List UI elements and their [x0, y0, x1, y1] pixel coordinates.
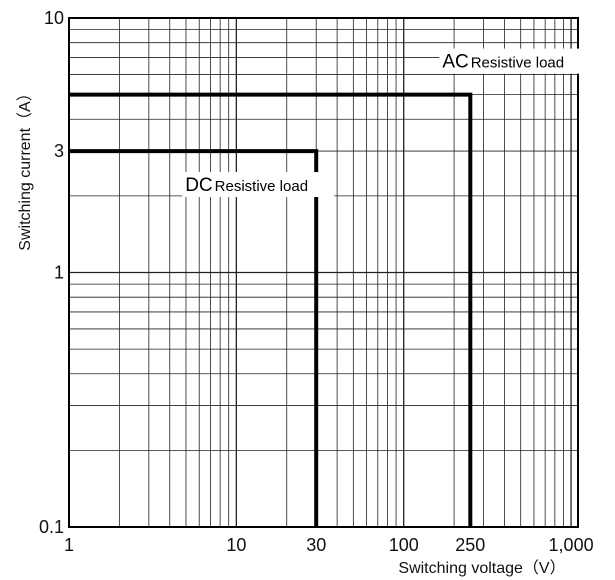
y-tick-label: 1: [54, 263, 64, 283]
x-tick-label: 1,000: [549, 535, 594, 555]
x-axis-title: Switching voltage（V）: [398, 559, 565, 577]
series-lines: [69, 92, 473, 527]
x-tick-label: 250: [455, 535, 485, 555]
plot-frame: [68, 17, 579, 528]
annotation-ac: AC Resistive load: [442, 52, 564, 73]
series-line-dc: [69, 149, 319, 527]
annotation-prefix: DC: [185, 175, 212, 196]
annotation-dc: DC Resistive load: [185, 175, 308, 196]
annotation-label: Resistive load: [215, 178, 308, 195]
annotation-label: Resistive load: [471, 55, 564, 72]
annotation-prefix: AC: [442, 52, 468, 73]
annotation-background: [439, 48, 595, 74]
x-tick-label: 10: [226, 535, 246, 555]
series-line-ac: [69, 92, 473, 527]
y-tick-label: 10: [44, 8, 64, 28]
x-tick-label: 1: [64, 535, 74, 555]
x-tick-label: 100: [389, 535, 419, 555]
annotation-background: [182, 172, 335, 198]
grid-lines: [69, 18, 578, 527]
x-tick-label: 30: [306, 535, 326, 555]
y-tick-label: 0.1: [39, 517, 64, 537]
y-tick-label: 3: [54, 141, 64, 161]
y-axis-title: Switching current（A）: [16, 85, 34, 250]
